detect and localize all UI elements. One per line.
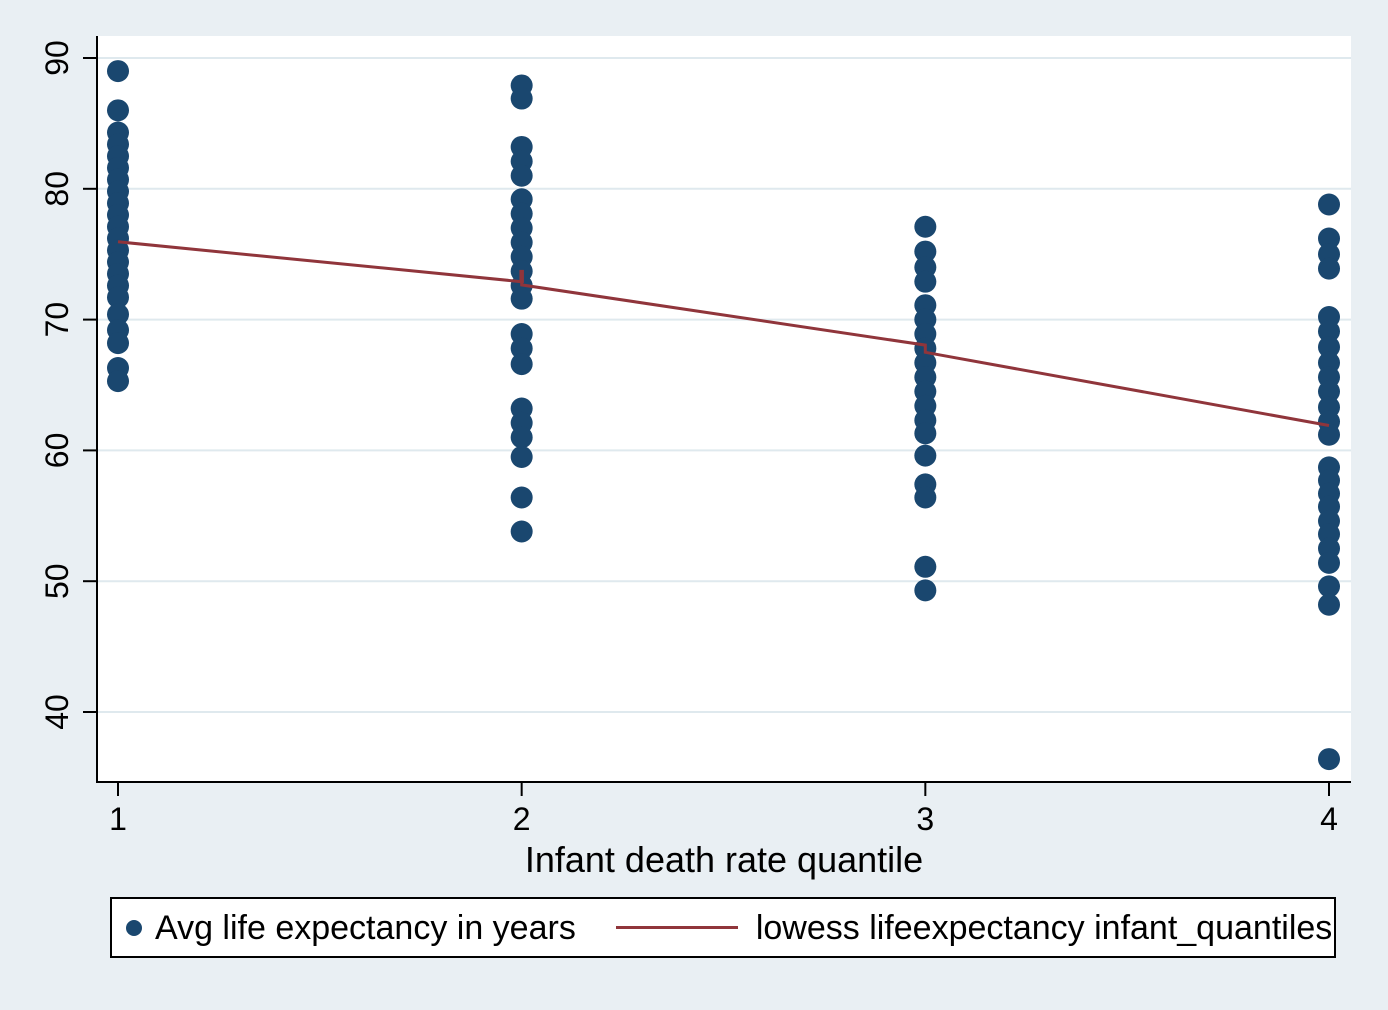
- scatter-point: [914, 215, 937, 238]
- scatter-point: [914, 555, 937, 578]
- scatter-point: [1318, 336, 1340, 359]
- scatter-point: [914, 579, 937, 602]
- scatter-point: [914, 240, 937, 263]
- scatter-point: [1318, 257, 1340, 280]
- scatter-point: [914, 444, 937, 467]
- x-axis-title: Infant death rate quantile: [524, 839, 924, 880]
- x-tick-label: 1: [109, 801, 127, 837]
- scatter-point: [510, 164, 533, 187]
- scatter-point: [1318, 423, 1340, 446]
- legend: Avg life expectancy in years lowess life…: [110, 897, 1336, 958]
- scatter-point: [1318, 380, 1340, 403]
- legend-label-scatter: Avg life expectancy in years: [155, 908, 576, 947]
- scatter-point: [510, 486, 533, 509]
- scatter-point: [1318, 227, 1340, 250]
- scatter-point: [107, 99, 129, 122]
- x-tick-label: 3: [916, 801, 934, 837]
- y-tick-label: 80: [39, 171, 75, 207]
- legend-label-lowess: lowess lifeexpectancy infant_quantiles: [755, 908, 1333, 947]
- scatter-point: [510, 426, 533, 449]
- scatter-point: [1318, 593, 1340, 616]
- scatter-point: [914, 422, 937, 445]
- lowess-line: [117, 240, 1330, 427]
- plot-area-group: 40 50 60 70 80 90 1 2 3 4: [39, 36, 1351, 837]
- scatter-point: [510, 287, 533, 310]
- y-tick-label: 90: [39, 40, 75, 76]
- scatter-point: [510, 87, 533, 110]
- y-tick-label: 50: [39, 563, 75, 599]
- scatter-point: [510, 353, 533, 376]
- x-tick-label: 2: [513, 801, 531, 837]
- y-tick-label: 60: [39, 433, 75, 469]
- scatter-point: [107, 60, 129, 83]
- legend-line-sample: [615, 926, 738, 929]
- scatter-point: [914, 270, 937, 293]
- scatter-point: [510, 337, 533, 360]
- scatter-point: [510, 520, 533, 543]
- scatter-point: [107, 332, 129, 355]
- legend-marker-dot: [126, 919, 142, 936]
- scatter-point: [914, 486, 937, 509]
- scatter-point: [1318, 748, 1340, 771]
- scatter-point: [107, 286, 129, 309]
- x-tick-label: 4: [1320, 801, 1338, 837]
- scatter-point: [510, 445, 533, 468]
- scatter-point: [1318, 193, 1340, 216]
- plot-region: [97, 36, 1351, 782]
- scatter-point: [1318, 320, 1340, 343]
- scatter-point: [107, 370, 129, 393]
- scatter-point: [1318, 575, 1340, 598]
- y-tick-label: 70: [39, 302, 75, 338]
- scatter-point: [1318, 551, 1340, 574]
- scatter-point: [107, 303, 129, 326]
- y-tick-label: 40: [39, 694, 75, 730]
